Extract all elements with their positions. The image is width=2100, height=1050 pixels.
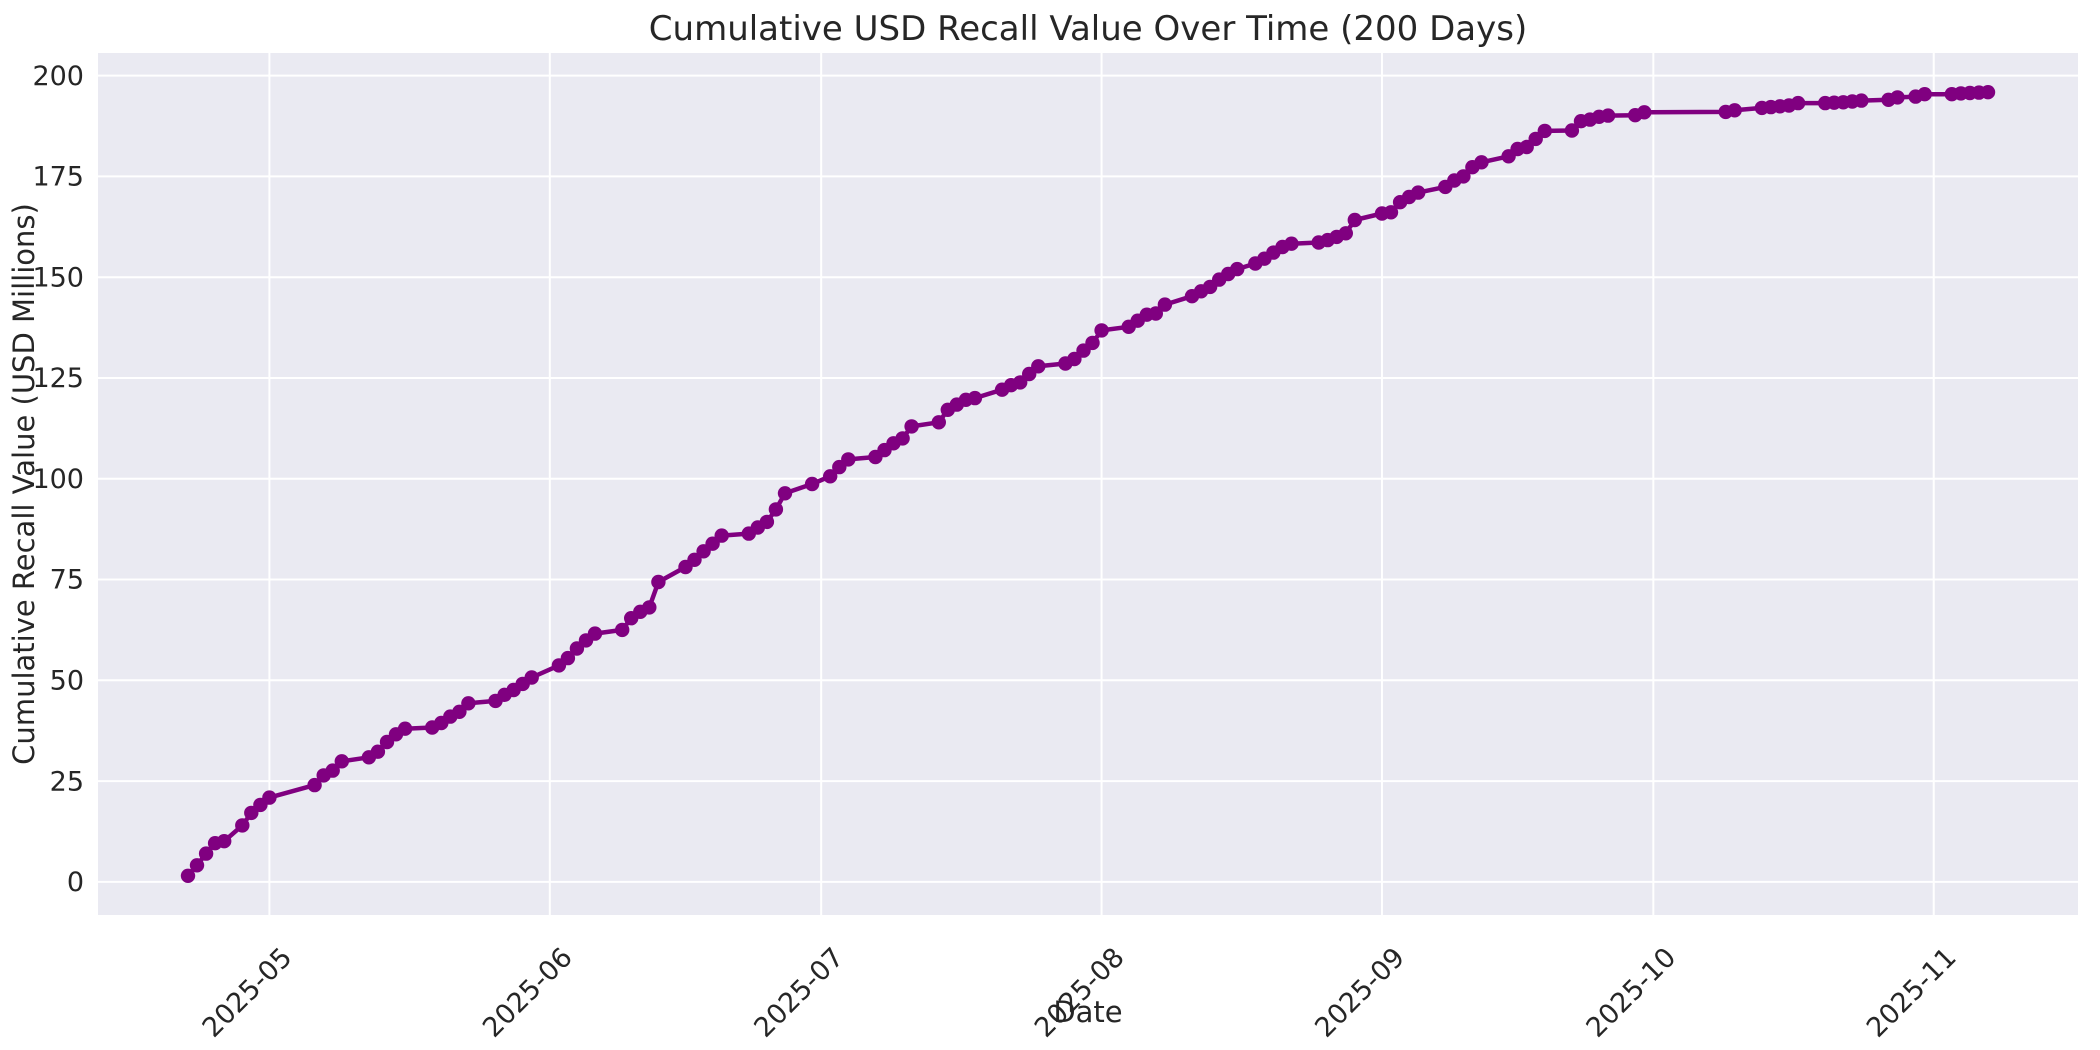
y-tick-label: 200 [32, 61, 84, 92]
data-point [370, 744, 386, 759]
y-tick-label: 0 [67, 867, 84, 898]
x-tick-label: 2025-06 [477, 942, 579, 1044]
grid-layer [98, 53, 2078, 915]
data-point [198, 846, 214, 861]
data-point [1347, 212, 1363, 228]
data-point [397, 721, 413, 736]
data-point [180, 868, 196, 883]
data-point [1600, 108, 1616, 123]
x-tick-label: 2025-05 [197, 942, 299, 1044]
data-point [560, 650, 576, 666]
data-point [823, 469, 838, 484]
data-point [235, 818, 250, 833]
y-tick-label: 150 [32, 262, 84, 293]
data-point [1067, 351, 1082, 367]
data-point [1637, 105, 1652, 120]
data-point [1456, 169, 1471, 184]
data-point [768, 502, 784, 517]
data-point [307, 777, 322, 793]
data-point [1284, 236, 1299, 251]
data-point [804, 476, 820, 492]
y-tick-labels: 0 25 50 75 100 125 150 175 200 [32, 61, 84, 898]
series-layer [180, 85, 1996, 883]
data-point [931, 415, 946, 430]
data-point [1727, 103, 1742, 118]
chart-title: Cumulative USD Recall Value Over Time (2… [649, 9, 1527, 49]
data-point [452, 704, 467, 719]
y-tick-label: 50 [50, 665, 84, 696]
x-axis-label: Date [1053, 995, 1122, 1029]
y-axis-label: Cumulative Recall Value (USD Millions) [7, 203, 41, 765]
data-point [895, 431, 910, 446]
plot-area-background [98, 53, 2078, 915]
y-tick-label: 125 [32, 363, 84, 394]
x-tick-label: 2025-11 [1861, 942, 1963, 1044]
data-point [651, 574, 666, 590]
x-tick-label: 2025-07 [748, 942, 850, 1044]
data-point [967, 390, 983, 406]
data-point [841, 452, 856, 467]
y-tick-label: 75 [50, 565, 84, 596]
data-point [217, 834, 232, 849]
data-point [262, 790, 277, 805]
data-point [1854, 93, 1869, 108]
x-tick-label: 2025-09 [1309, 942, 1411, 1044]
data-point [1383, 205, 1399, 220]
data-point [1474, 155, 1489, 170]
data-point [1085, 335, 1100, 351]
data-point [615, 622, 630, 638]
data-point [325, 763, 340, 778]
data-point [642, 600, 657, 615]
data-point [461, 696, 476, 711]
data-point [1890, 90, 1905, 105]
data-point [687, 552, 702, 567]
data-point [1917, 87, 1932, 102]
data-point [1148, 306, 1164, 321]
data-point [334, 754, 349, 769]
data-point [189, 858, 205, 873]
data-point [1537, 123, 1553, 139]
data-point [1094, 323, 1109, 338]
data-point [777, 486, 793, 501]
y-tick-label: 25 [50, 766, 84, 797]
y-tick-label: 100 [32, 464, 84, 495]
data-point [587, 626, 603, 641]
data-point [714, 528, 729, 543]
data-point [1564, 123, 1580, 138]
data-point [759, 514, 775, 530]
data-point [1230, 261, 1245, 277]
y-tick-label: 175 [32, 162, 84, 193]
data-point [1411, 185, 1426, 200]
data-point [1980, 85, 1996, 100]
data-point [524, 670, 539, 685]
data-point [904, 419, 919, 434]
data-point [1157, 297, 1173, 312]
data-point [1790, 95, 1806, 111]
data-point [1013, 375, 1028, 390]
data-point [1031, 359, 1046, 374]
data-point [1338, 226, 1354, 241]
x-tick-label: 2025-10 [1581, 942, 1683, 1044]
